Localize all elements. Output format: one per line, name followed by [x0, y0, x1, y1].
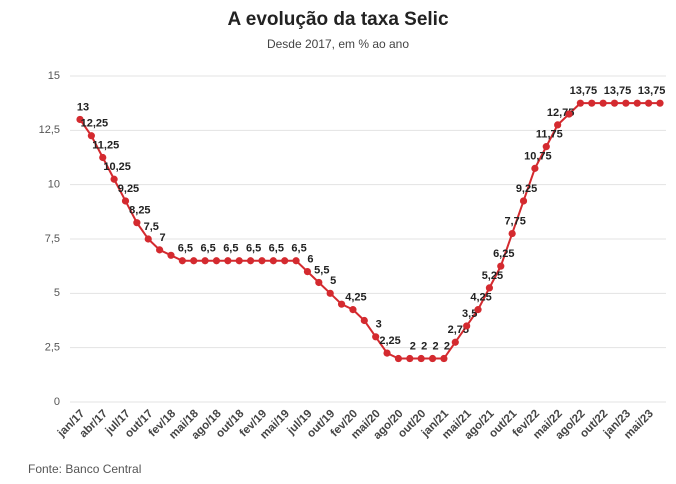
- y-tick-label: 12,5: [39, 124, 60, 136]
- data-label: 6,5: [178, 243, 193, 255]
- point: [474, 306, 482, 314]
- point: [417, 354, 425, 363]
- data-label: 11,25: [92, 139, 119, 151]
- data-label: 13,75: [570, 85, 598, 97]
- point: [463, 322, 471, 330]
- data-label: 6,5: [291, 243, 306, 255]
- data-label: 2,25: [379, 335, 400, 347]
- data-label: 7,5: [144, 221, 159, 233]
- point: [212, 257, 221, 265]
- data-label: 2: [421, 340, 427, 352]
- data-label: 12,25: [81, 118, 109, 130]
- data-label: 4,25: [470, 292, 491, 304]
- point: [349, 306, 357, 314]
- data-label: 6,5: [246, 243, 261, 255]
- point: [485, 284, 494, 292]
- point: [383, 349, 391, 357]
- data-label: 6,5: [269, 243, 284, 255]
- y-tick-label: 10: [48, 179, 60, 191]
- data-label: 13,75: [604, 85, 632, 97]
- point: [292, 257, 300, 265]
- data-label: 6: [307, 254, 313, 266]
- point: [337, 300, 346, 308]
- chart-subtitle: Desde 2017, em % ao ano: [267, 37, 409, 51]
- point: [246, 257, 255, 265]
- point: [190, 257, 198, 265]
- y-tick-label: 5: [54, 287, 60, 299]
- point: [406, 354, 414, 363]
- point: [451, 338, 459, 346]
- point: [428, 354, 437, 363]
- point: [588, 99, 596, 107]
- point: [235, 257, 243, 265]
- data-label: 5,25: [482, 270, 503, 282]
- point: [610, 99, 619, 107]
- point: [224, 257, 232, 265]
- y-tick-label: 0: [54, 396, 60, 408]
- point: [622, 99, 630, 107]
- point: [645, 99, 653, 107]
- data-label: 6,25: [493, 248, 514, 260]
- point: [76, 115, 84, 124]
- point: [167, 251, 175, 259]
- data-label: 5: [330, 275, 336, 287]
- point: [110, 175, 118, 183]
- point: [440, 354, 448, 363]
- point: [133, 219, 141, 227]
- data-label: 2: [410, 340, 416, 352]
- data-label: 5,5: [314, 264, 329, 276]
- point: [303, 268, 312, 276]
- y-tick-label: 7,5: [45, 233, 60, 245]
- data-label: 3,5: [462, 308, 477, 320]
- point: [599, 99, 607, 107]
- line: [79, 102, 660, 360]
- point: [121, 197, 130, 205]
- y-tick-label: 2,5: [45, 342, 60, 354]
- data-label: 2: [432, 340, 438, 352]
- point: [269, 257, 277, 265]
- data-label: 13,75: [638, 85, 666, 97]
- chart-title: A evolução da taxa Selic: [227, 9, 448, 30]
- point: [633, 99, 641, 107]
- data-label: 4,25: [345, 292, 366, 304]
- point: [281, 257, 289, 265]
- point: [201, 257, 209, 265]
- point: [315, 278, 323, 287]
- data-label: 7: [160, 232, 166, 244]
- point: [144, 235, 152, 243]
- point: [258, 257, 266, 265]
- point: [99, 153, 107, 162]
- point: [87, 132, 95, 140]
- point: [178, 257, 186, 265]
- point: [576, 99, 584, 107]
- source: Fonte: Banco Central: [28, 462, 141, 476]
- point: [542, 143, 550, 151]
- point: [326, 289, 334, 297]
- point: [394, 354, 403, 363]
- point: [519, 197, 528, 205]
- data-label: 6,5: [200, 243, 215, 255]
- data-label: 3: [376, 319, 382, 331]
- data-label: 13: [77, 101, 89, 113]
- point: [156, 246, 164, 254]
- point: [497, 262, 505, 270]
- data-label: 11,75: [536, 129, 563, 141]
- y-tick-label: 15: [48, 70, 60, 82]
- point: [372, 333, 380, 341]
- point: [360, 316, 368, 325]
- data-label: 9,25: [118, 183, 139, 195]
- point: [656, 99, 664, 107]
- data-label: 10,75: [524, 150, 552, 162]
- data-label: 8,25: [129, 205, 150, 217]
- data-label: 6,5: [223, 243, 238, 255]
- point: [554, 121, 562, 129]
- point: [508, 229, 516, 238]
- point: [531, 164, 539, 172]
- data-label: 9,25: [516, 183, 537, 195]
- data-label: 2: [444, 340, 450, 352]
- point: [565, 110, 573, 118]
- data-label: 7,75: [504, 215, 525, 227]
- data-label: 10,25: [103, 161, 131, 173]
